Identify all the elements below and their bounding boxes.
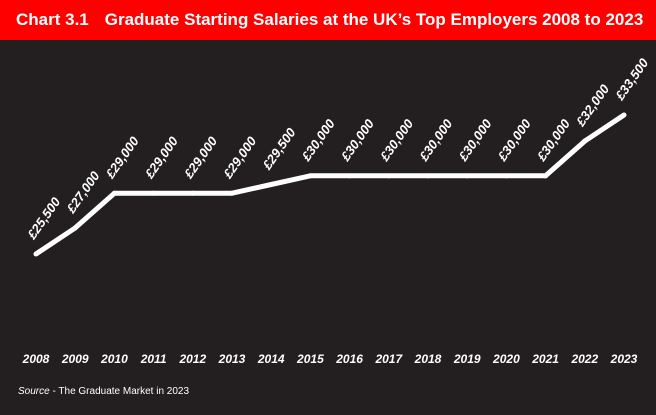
data-label: £30,000 [337, 116, 377, 165]
data-point [425, 173, 431, 179]
x-tick-label: 2022 [570, 352, 598, 366]
x-tick-label: 2019 [453, 352, 481, 366]
data-point [111, 190, 117, 196]
data-point [151, 190, 157, 196]
source-text: - The Graduate Market in 2023 [49, 386, 190, 397]
x-tick-label: 2017 [374, 352, 403, 366]
x-tick-label: 2015 [296, 352, 324, 366]
data-point [190, 190, 196, 196]
data-point [621, 112, 627, 118]
salary-line [34, 112, 626, 257]
data-point [543, 173, 549, 179]
data-point [503, 173, 509, 179]
x-tick-label: 2008 [22, 352, 50, 366]
x-tick-label: 2012 [178, 352, 206, 366]
x-tick-label: 2016 [335, 352, 363, 366]
chart-header: Chart 3.1 Graduate Starting Salaries at … [0, 0, 656, 40]
data-label: £25,500 [24, 194, 64, 243]
data-point [268, 182, 274, 187]
x-tick-label: 2023 [610, 352, 638, 366]
chart-number-label: Chart 3.1 [16, 10, 89, 29]
data-label: £29,500 [259, 124, 299, 173]
data-point [464, 173, 470, 179]
x-tick-label: 2011 [140, 352, 167, 366]
data-point [307, 173, 313, 179]
data-label: £30,000 [376, 116, 416, 165]
data-point [33, 251, 39, 257]
data-label: £32,000 [572, 81, 612, 130]
x-tick-label: 2009 [61, 352, 89, 366]
x-tick-label: 2010 [100, 352, 128, 366]
data-point [229, 190, 235, 196]
data-point [72, 225, 78, 231]
data-label: £29,000 [102, 133, 142, 182]
data-label: £30,000 [298, 116, 338, 165]
source-note: Source - The Graduate Market in 2023 [18, 386, 189, 397]
x-tick-label: 2020 [492, 352, 520, 366]
data-label: £29,000 [180, 133, 220, 182]
data-label: £30,000 [494, 116, 534, 165]
data-label: £30,000 [416, 116, 456, 165]
data-label: £29,000 [220, 133, 260, 182]
data-point [386, 173, 392, 179]
data-label: £29,000 [141, 133, 181, 182]
line-chart: £25,5002008£27,0002009£29,0002010£29,000… [22, 55, 652, 366]
x-tick-label: 2014 [257, 352, 285, 366]
x-tick-label: 2021 [531, 352, 559, 366]
chart-title: Graduate Starting Salaries at the UK’s T… [104, 10, 644, 29]
x-tick-label: 2013 [218, 352, 246, 366]
x-tick-label: 2018 [414, 352, 442, 366]
data-label: £30,000 [455, 116, 495, 165]
data-point [347, 173, 353, 179]
data-label: £33,500 [612, 55, 652, 104]
source-label: Source [18, 386, 50, 397]
data-point [582, 138, 588, 144]
